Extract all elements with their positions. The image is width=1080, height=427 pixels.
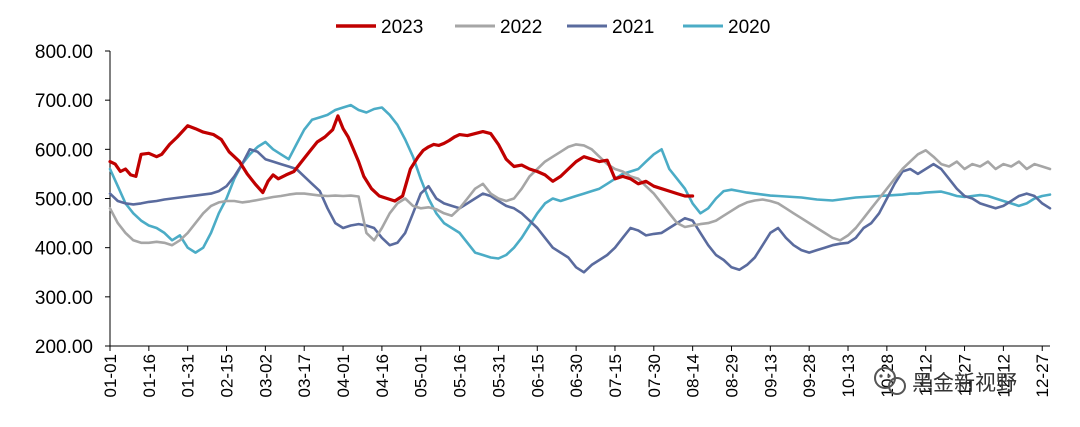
legend: 2023 2022 2021 2020 (336, 17, 770, 38)
y-tick-label: 600.00 (35, 140, 93, 161)
legend-label: 2023 (381, 17, 423, 38)
y-tick-label: 400.00 (35, 239, 93, 260)
legend-label: 2020 (728, 17, 770, 38)
x-tick-label: 10-13 (839, 354, 858, 397)
x-tick-label: 03-17 (295, 354, 314, 397)
y-tick-label: 300.00 (35, 288, 93, 309)
x-tick-label: 01-31 (179, 354, 198, 397)
series-line-2022 (108, 143, 1052, 247)
legend-item-2020: 2020 (683, 17, 770, 38)
y-axis: 200.00 300.00 400.00 500.00 600.00 700.00 800.… (35, 42, 111, 358)
x-tick-label: 05-31 (489, 354, 508, 397)
x-tick-label: 05-16 (451, 354, 470, 397)
x-tick-label: 05-01 (412, 354, 431, 397)
x-tick-label: 10-28 (878, 354, 897, 397)
series-line-2023 (108, 114, 695, 203)
x-tick-label: 01-01 (101, 354, 120, 397)
x-axis: 01-01 01-16 01-31 02-15 03-02 03-17 04-01 04-16… (101, 345, 1052, 397)
legend-label: 2022 (500, 17, 542, 38)
x-tick-label: 07-30 (645, 354, 664, 397)
x-tick-label: 03-02 (256, 354, 275, 397)
x-tick-label: 04-01 (334, 354, 353, 397)
legend-label: 2021 (612, 17, 654, 38)
y-tick-label: 200.00 (35, 337, 93, 358)
x-tick-label: 04-16 (373, 354, 392, 397)
x-tick-label: 12-12 (994, 354, 1013, 397)
x-tick-label: 06-15 (528, 354, 547, 397)
y-tick-label: 700.00 (35, 91, 93, 112)
legend-item-2022: 2022 (455, 17, 542, 38)
legend-item-2021: 2021 (567, 17, 654, 38)
y-tick-label: 500.00 (35, 190, 93, 211)
x-tick-label: 11-27 (956, 354, 975, 396)
series-line-2021 (108, 148, 1052, 274)
legend-item-2023: 2023 (336, 17, 423, 38)
x-tick-label: 01-16 (140, 354, 159, 397)
x-tick-label: 06-30 (567, 354, 586, 397)
x-tick-label: 08-14 (684, 354, 703, 397)
plot-lines (108, 103, 1052, 274)
series-line-2020 (108, 103, 1052, 260)
x-tick-label: 09-13 (761, 354, 780, 397)
wechat-logo-icon (874, 367, 906, 395)
x-tick-label: 09-28 (800, 354, 819, 397)
watermark-text: 黑金新视野 (912, 371, 1017, 395)
x-tick-label: 11-12 (917, 354, 936, 396)
y-tick-label: 800.00 (35, 42, 93, 63)
x-tick-label: 12-27 (1033, 354, 1052, 397)
watermark: 黑金新视野 (874, 367, 1017, 395)
x-tick-label: 08-29 (722, 354, 741, 397)
x-tick-label: 07-15 (606, 354, 625, 397)
x-tick-label: 02-15 (218, 354, 237, 397)
